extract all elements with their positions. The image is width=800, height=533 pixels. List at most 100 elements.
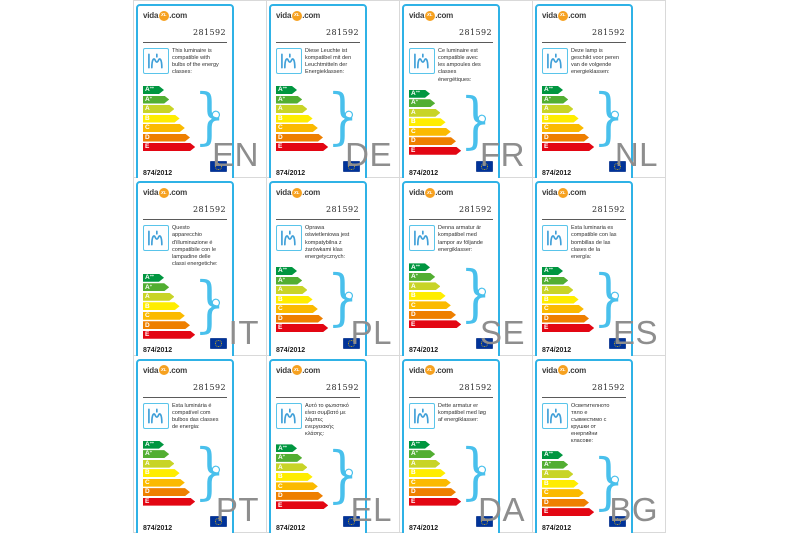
- energy-arrow-d: D: [542, 134, 589, 142]
- energy-arrow-aplusplus: A++: [542, 267, 563, 275]
- energy-label-card: vida XL .com 281592 Осветителното тяло е…: [535, 358, 633, 533]
- logo-text-vida: vida: [409, 11, 425, 20]
- energy-class-letter: B: [544, 295, 549, 303]
- language-code: SE: [479, 313, 525, 351]
- logo-badge-text: XL: [559, 12, 566, 18]
- compatibility-info: Ce luminaire est compatible avec les amp…: [409, 48, 493, 84]
- language-code: EN: [212, 136, 259, 174]
- pendant-lamp-icon: [409, 48, 435, 74]
- energy-arrow-b: B: [276, 115, 313, 123]
- energy-class-letter: D: [145, 321, 150, 329]
- energy-class-letter: E: [278, 143, 283, 151]
- energy-arrow-c: C: [409, 479, 451, 487]
- vidaxl-badge-icon: XL: [291, 10, 302, 21]
- light-bulb-icon: [474, 464, 488, 484]
- compatibility-info: Denna armatur är kompatibel med lampor a…: [409, 225, 493, 257]
- energy-class-letter: E: [411, 146, 416, 154]
- regulation-number: 874/2012: [143, 170, 173, 177]
- energy-class-letter: A: [544, 105, 549, 113]
- compatibility-info: Oprawa oświetleniowa jest kompatybilna z…: [276, 225, 360, 261]
- language-code: BG: [609, 490, 658, 528]
- energy-arrow-a: A: [409, 460, 440, 468]
- energy-arrow-e: E: [276, 501, 328, 509]
- energy-class-letter: D: [544, 133, 549, 141]
- logo-text-com: .com: [435, 11, 454, 20]
- vidaxl-badge-icon: XL: [291, 365, 302, 376]
- compatibility-info: Осветителното тяло е съвместимо с крушки…: [542, 402, 626, 446]
- language-code: PL: [350, 313, 392, 351]
- energy-arrow-b: B: [542, 480, 579, 488]
- energy-class-letter: A++: [544, 85, 553, 94]
- energy-arrow-d: D: [276, 492, 323, 500]
- light-bulb-icon: [341, 290, 355, 310]
- energy-arrow-aplus: A+: [143, 283, 169, 291]
- regulation-number: 874/2012: [409, 347, 439, 355]
- pendant-lamp-icon: [276, 225, 302, 252]
- energy-arrow-a: A: [409, 109, 440, 117]
- energy-arrow-a: A: [276, 105, 307, 113]
- energy-arrow-aplusplus: A++: [143, 441, 164, 449]
- vidaxl-badge-icon: XL: [158, 365, 169, 376]
- energy-class-letter: A: [278, 463, 283, 471]
- energy-class-letter: C: [544, 305, 549, 313]
- energy-arrow-d: D: [143, 488, 190, 496]
- energy-arrow-a: A: [276, 463, 307, 471]
- compatibility-text: Denna armatur är kompatibel med lampor a…: [438, 225, 483, 253]
- energy-class-letter: A+: [411, 98, 418, 107]
- energy-arrow-aplus: A+: [409, 450, 435, 458]
- energy-arrow-d: D: [409, 488, 456, 496]
- energy-arrow-aplusplus: A++: [143, 274, 164, 282]
- vidaxl-badge-icon: XL: [424, 365, 435, 376]
- pendant-lamp-icon: [276, 48, 302, 74]
- compatibility-text: Oprawa oświetleniowa jest kompatybilna z…: [305, 225, 350, 260]
- energy-class-letter: A++: [411, 88, 420, 97]
- energy-arrow-c: C: [542, 124, 584, 132]
- label-grid: vida XL .com 281592 This luminaire is co…: [133, 0, 666, 533]
- product-number: 281592: [193, 382, 226, 392]
- light-bulb-icon: [208, 109, 222, 129]
- energy-arrow-b: B: [143, 115, 180, 123]
- pendant-lamp-icon: [276, 402, 302, 429]
- energy-arrow-d: D: [143, 134, 190, 142]
- logo-text-com: .com: [169, 11, 188, 20]
- energy-arrow-e: E: [409, 498, 461, 506]
- energy-arrow-aplusplus: A++: [276, 267, 297, 275]
- energy-arrow-a: A: [542, 286, 573, 294]
- logo-badge-text: XL: [293, 366, 300, 372]
- regulation-number: 874/2012: [409, 170, 439, 177]
- logo-text-com: .com: [568, 11, 587, 20]
- energy-class-letter: C: [278, 482, 283, 490]
- compatibility-text: Questo apparecchio d'illuminazione é com…: [172, 225, 218, 267]
- vidaxl-logo: vida XL .com: [542, 10, 626, 21]
- energy-class-letter: B: [544, 114, 549, 122]
- compatibility-text: Ce luminaire est compatible avec les amp…: [438, 48, 481, 83]
- energy-arrow-aplusplus: A++: [409, 90, 430, 98]
- energy-arrow-a: A: [143, 460, 174, 468]
- energy-class-letter: D: [278, 492, 283, 500]
- energy-class-letter: E: [278, 324, 283, 332]
- energy-class-letter: A++: [278, 85, 287, 94]
- pendant-lamp-icon: [542, 225, 568, 252]
- energy-arrow-a: A: [542, 470, 573, 478]
- energy-arrow-aplus: A+: [143, 96, 169, 104]
- regulation-number: 874/2012: [276, 347, 306, 355]
- energy-class-letter: A: [544, 286, 549, 294]
- energy-arrow-d: D: [409, 137, 456, 145]
- vidaxl-badge-icon: XL: [291, 187, 302, 198]
- compatibility-text: Αυτό το φωτιστικό είναι συμβατό με λάμπε…: [305, 402, 349, 438]
- card-footer: 874/2012: [143, 515, 228, 532]
- language-code: FR: [480, 136, 525, 174]
- logo-badge-text: XL: [426, 12, 433, 18]
- energy-class-letter: A: [145, 293, 150, 301]
- energy-class-letter: A++: [411, 262, 420, 271]
- logo-text-vida: vida: [276, 188, 292, 198]
- logo-badge-text: XL: [293, 12, 300, 18]
- product-number-row: 281592: [409, 376, 493, 398]
- energy-class-arrows: A++ A+ A B C D E}: [276, 262, 360, 334]
- light-bulb-icon: [208, 297, 222, 317]
- logo-badge-text: XL: [559, 189, 566, 195]
- card-footer: 874/2012: [542, 160, 627, 177]
- energy-label-card: vida XL .com 281592 Αυτό το φωτιστικό εί…: [269, 358, 367, 533]
- energy-class-letter: B: [145, 114, 150, 122]
- vidaxl-logo: vida XL .com: [276, 365, 360, 376]
